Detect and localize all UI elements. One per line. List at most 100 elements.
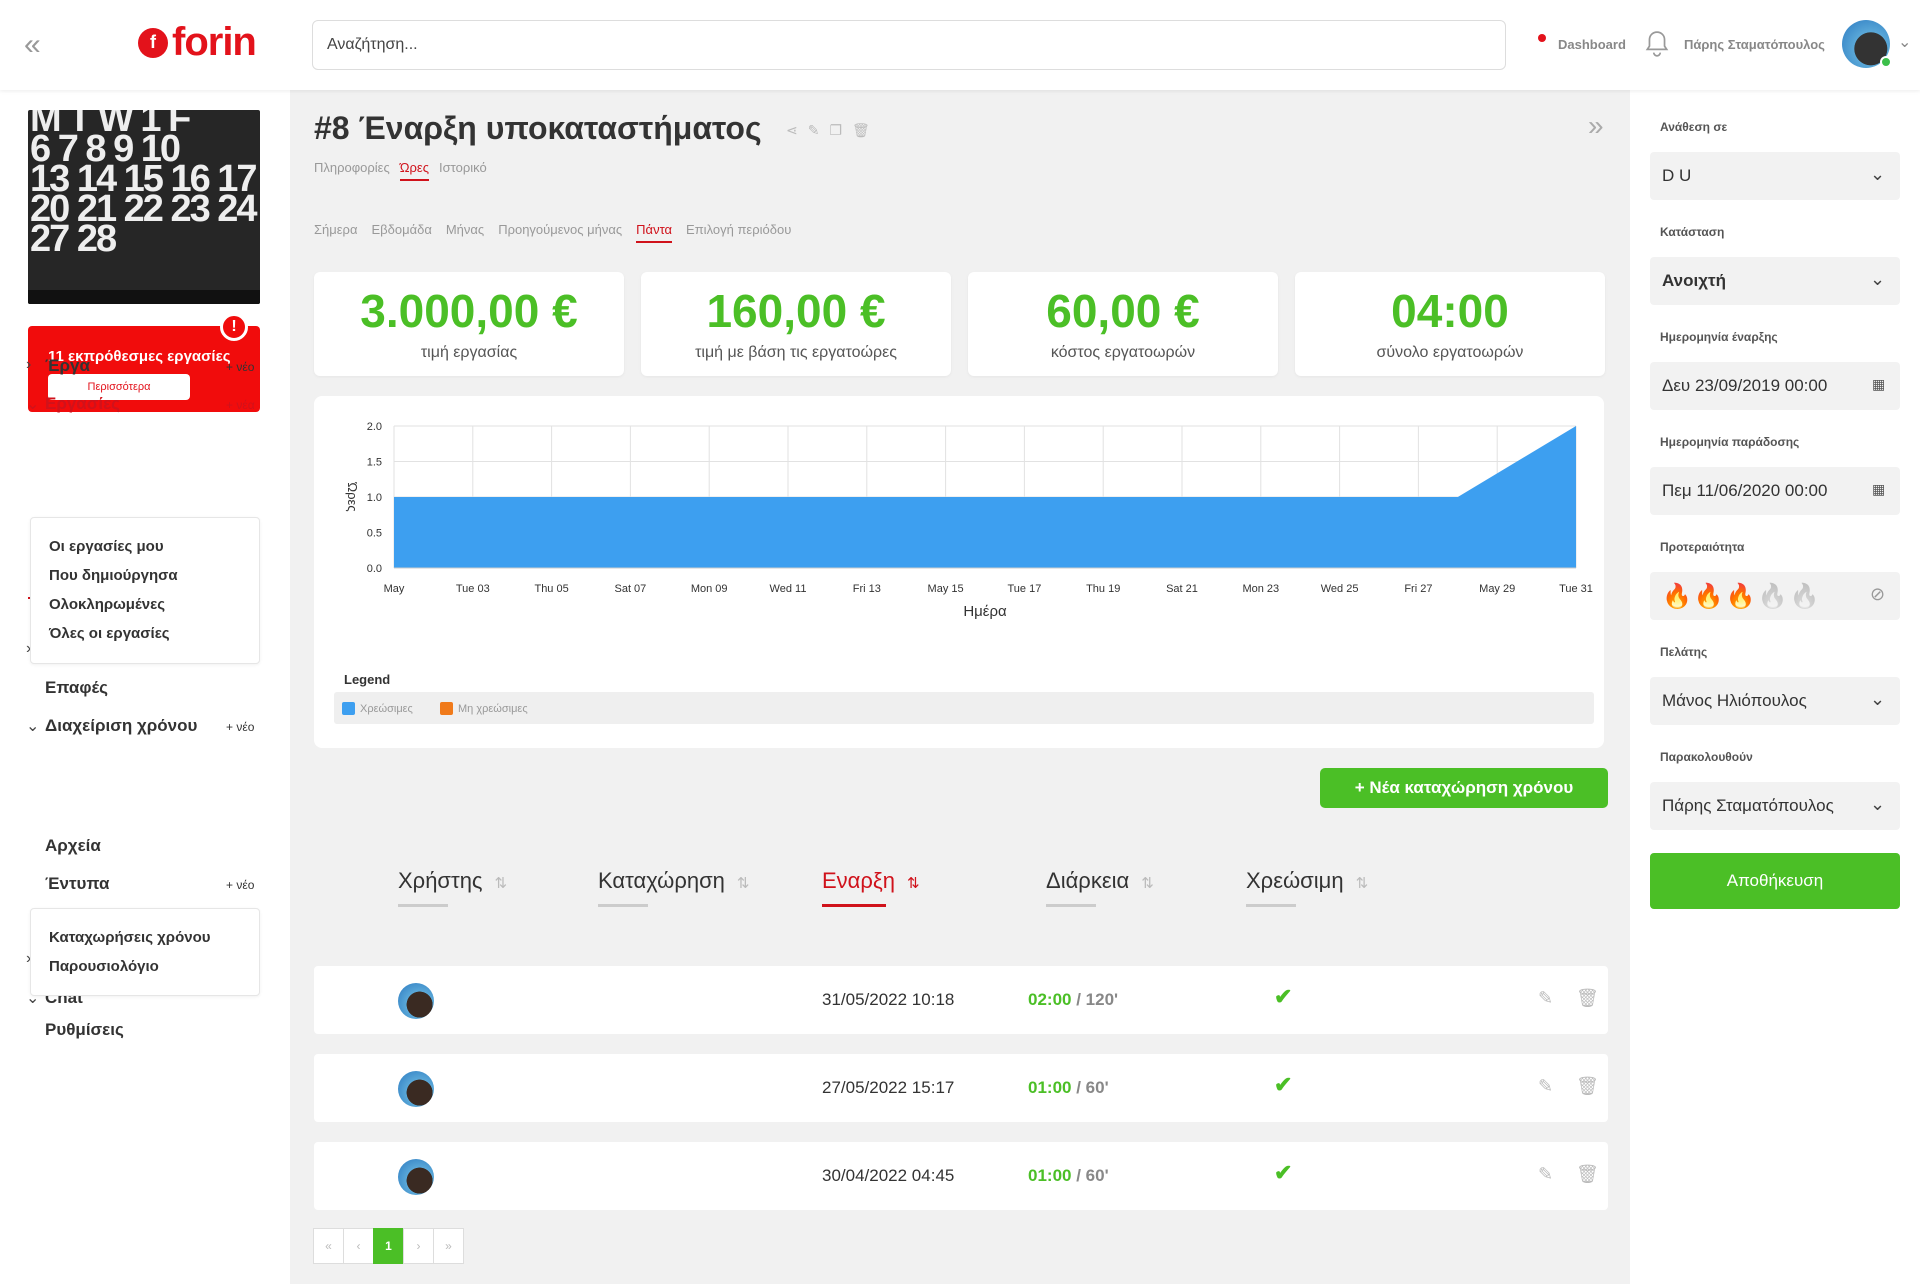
page-prev[interactable]: ‹ xyxy=(343,1228,374,1264)
submenu-created-by-me[interactable]: Που δημιούργησα xyxy=(49,567,178,584)
x-tick-label: Wed 11 xyxy=(770,583,807,595)
chevron-down-icon: ⌄ xyxy=(26,396,40,413)
y-tick-label: 0.0 xyxy=(367,563,382,575)
column-duration[interactable]: Διάρκεια ⇅ xyxy=(1046,868,1154,893)
table-row[interactable]: 27/05/2022 15:17 01:00 / 60' ✔ ✎ 🗑 xyxy=(314,1054,1608,1122)
x-tick-label: Mon 23 xyxy=(1242,583,1279,595)
legend-item-billable[interactable]: Χρεώσιμες xyxy=(342,702,413,715)
submenu-my-tasks[interactable]: Οι εργασίες μου xyxy=(49,538,164,555)
save-button[interactable]: Αποθήκευση xyxy=(1650,853,1900,909)
duration: 01:00 / 60' xyxy=(1028,1166,1109,1185)
flame-icon[interactable]: 🔥 xyxy=(1693,583,1724,610)
tab-info[interactable]: Πληροφορίες xyxy=(314,160,390,175)
table-row[interactable]: 30/04/2022 04:45 01:00 / 60' ✔ ✎ 🗑 xyxy=(314,1142,1608,1210)
sidebar-item-12[interactable]: Ρυθμίσεις xyxy=(0,1016,290,1046)
period-previous-month[interactable]: Προηγούμενος μήνας xyxy=(498,222,623,237)
tab-hours[interactable]: Ώρες xyxy=(399,160,429,181)
submenu-completed[interactable]: Ολοκληρωμένες xyxy=(49,596,166,613)
sort-icon: ⇅ xyxy=(494,875,508,892)
submenu-attendance[interactable]: Παρουσιολόγιο xyxy=(49,958,159,975)
page-current[interactable]: 1 xyxy=(373,1228,404,1264)
priority-field[interactable]: 🔥 🔥 🔥 🔥 🔥 ⊘ xyxy=(1650,572,1900,620)
chevron-down-icon[interactable]: ⌄ xyxy=(1898,34,1912,51)
tab-history[interactable]: Ιστορικό xyxy=(439,160,487,175)
period-today[interactable]: Σήμερα xyxy=(314,222,358,237)
more-button[interactable]: Περισσότερα xyxy=(48,374,190,400)
billable-check-icon: ✔ xyxy=(1274,1072,1293,1097)
ban-icon[interactable]: ⊘ xyxy=(1870,584,1886,604)
sidebar-item-label: Εργασίες xyxy=(45,394,121,413)
y-axis-label: Ώρες xyxy=(345,481,360,511)
assignee-select[interactable]: D U ⌄ xyxy=(1650,152,1900,200)
sidebar-item-6[interactable]: ⌄ Διαχείριση χρόνου + νέο xyxy=(0,712,290,742)
share-icon[interactable]: ⋖ xyxy=(786,122,798,138)
add-new-link[interactable]: + νέο xyxy=(226,878,255,892)
status-select[interactable]: Ανοιχτή ⌄ xyxy=(1650,257,1900,305)
collapse-sidebar-icon[interactable]: « xyxy=(24,28,41,61)
page-next[interactable]: › xyxy=(403,1228,434,1264)
sidebar-item-7[interactable]: Αρχεία xyxy=(0,832,290,862)
sidebar-item-5[interactable]: Επαφές xyxy=(0,674,290,704)
calendar-row: 27 28 xyxy=(30,218,117,260)
flame-icon[interactable]: 🔥 xyxy=(1757,583,1788,610)
legend: Χρεώσιμες Μη χρεώσιμες xyxy=(334,692,1594,724)
flame-icon[interactable]: 🔥 xyxy=(1662,583,1692,610)
dashboard-link[interactable]: Dashboard xyxy=(1558,37,1626,52)
column-billable[interactable]: Χρεώσιμη ⇅ xyxy=(1246,868,1369,893)
expand-panel-icon[interactable]: » xyxy=(1588,110,1604,141)
column-user[interactable]: Χρήστης ⇅ xyxy=(398,868,508,893)
trash-icon[interactable]: 🗑 xyxy=(1576,988,1599,1008)
y-tick-label: 1.5 xyxy=(367,457,382,469)
edit-icon[interactable]: ✎ xyxy=(1538,988,1554,1008)
flame-icon[interactable]: 🔥 xyxy=(1789,583,1820,610)
sort-icon: ⇅ xyxy=(1355,875,1369,892)
add-new-link[interactable]: + νέο xyxy=(226,720,255,734)
page-first[interactable]: « xyxy=(313,1228,344,1264)
chevron-right-icon: › xyxy=(26,950,32,967)
period-always[interactable]: Πάντα xyxy=(636,222,673,243)
column-entry[interactable]: Καταχώρηση ⇅ xyxy=(598,868,750,893)
column-underline xyxy=(598,904,648,907)
trash-icon[interactable]: 🗑 xyxy=(852,122,870,138)
client-select[interactable]: Μάνος Ηλιόπουλος ⌄ xyxy=(1650,677,1900,725)
edit-icon[interactable]: ✎ xyxy=(1538,1076,1554,1096)
bell-icon[interactable] xyxy=(1644,30,1670,58)
field-label: Ημερομηνία παράδοσης xyxy=(1660,435,1800,449)
chevron-right-icon: › xyxy=(26,640,32,657)
field-value: D U xyxy=(1662,166,1692,185)
start-date-field[interactable]: Δευ 23/09/2019 00:00 ▦ xyxy=(1650,362,1900,410)
edit-icon[interactable]: ✎ xyxy=(1538,1164,1554,1184)
edit-icon[interactable]: ✎ xyxy=(807,122,820,138)
legend-item-nonbillable[interactable]: Μη χρεώσιμες xyxy=(440,702,528,715)
trash-icon[interactable]: 🗑 xyxy=(1576,1076,1599,1096)
x-tick-label: Tue 17 xyxy=(1007,583,1041,595)
period-week[interactable]: Εβδομάδα xyxy=(371,222,432,237)
user-name[interactable]: Πάρης Σταματόπουλος xyxy=(1684,37,1825,52)
table-row[interactable]: 31/05/2022 10:18 02:00 / 120' ✔ ✎ 🗑 xyxy=(314,966,1608,1034)
overdue-alert-text: 11 εκπρόθεσμες εργασίες xyxy=(48,348,231,365)
copy-icon[interactable]: ❐ xyxy=(829,122,843,138)
calendar-row: M T W 1 F xyxy=(30,110,191,140)
new-time-entry-button[interactable]: + Νέα καταχώρηση χρόνου xyxy=(1320,768,1608,808)
period-month[interactable]: Μήνας xyxy=(445,222,485,237)
sidebar-item-8[interactable]: Έντυπα + νέο xyxy=(0,870,290,900)
add-new-link[interactable]: + νέο xyxy=(226,360,255,374)
x-tick-label: Tue 31 xyxy=(1559,583,1593,595)
period-custom[interactable]: Επιλογή περιόδου xyxy=(686,222,792,237)
main-content: #8 Έναρξη υποκαταστήματος ⋖ ✎ ❐ 🗑 » Πληρ… xyxy=(290,90,1630,1284)
trash-icon[interactable]: 🗑 xyxy=(1576,1164,1599,1184)
sidebar-item-1[interactable]: ⌄ Εργασίες + νέα xyxy=(0,390,290,420)
priority-flames: 🔥 🔥 🔥 🔥 🔥 xyxy=(1662,582,1819,611)
logo[interactable]: f forin xyxy=(138,20,257,65)
submenu-all-tasks[interactable]: Όλες οι εργασίες xyxy=(49,625,170,642)
submenu-time-entries[interactable]: Καταχωρήσεις χρόνου xyxy=(49,929,211,946)
column-start[interactable]: Εναρξη ⇅ xyxy=(822,868,920,893)
y-tick-label: 1.0 xyxy=(367,492,382,504)
search-input[interactable] xyxy=(312,20,1506,70)
add-new-link[interactable]: + νέα xyxy=(226,398,255,412)
page-last[interactable]: » xyxy=(433,1228,464,1264)
watchers-select[interactable]: Πάρης Σταματόπουλος ⌄ xyxy=(1650,782,1900,830)
flame-icon[interactable]: 🔥 xyxy=(1725,583,1756,610)
sidebar-item-0[interactable]: › Έργα + νέο xyxy=(0,352,290,382)
due-date-field[interactable]: Πεμ 11/06/2020 00:00 ▦ xyxy=(1650,467,1900,515)
